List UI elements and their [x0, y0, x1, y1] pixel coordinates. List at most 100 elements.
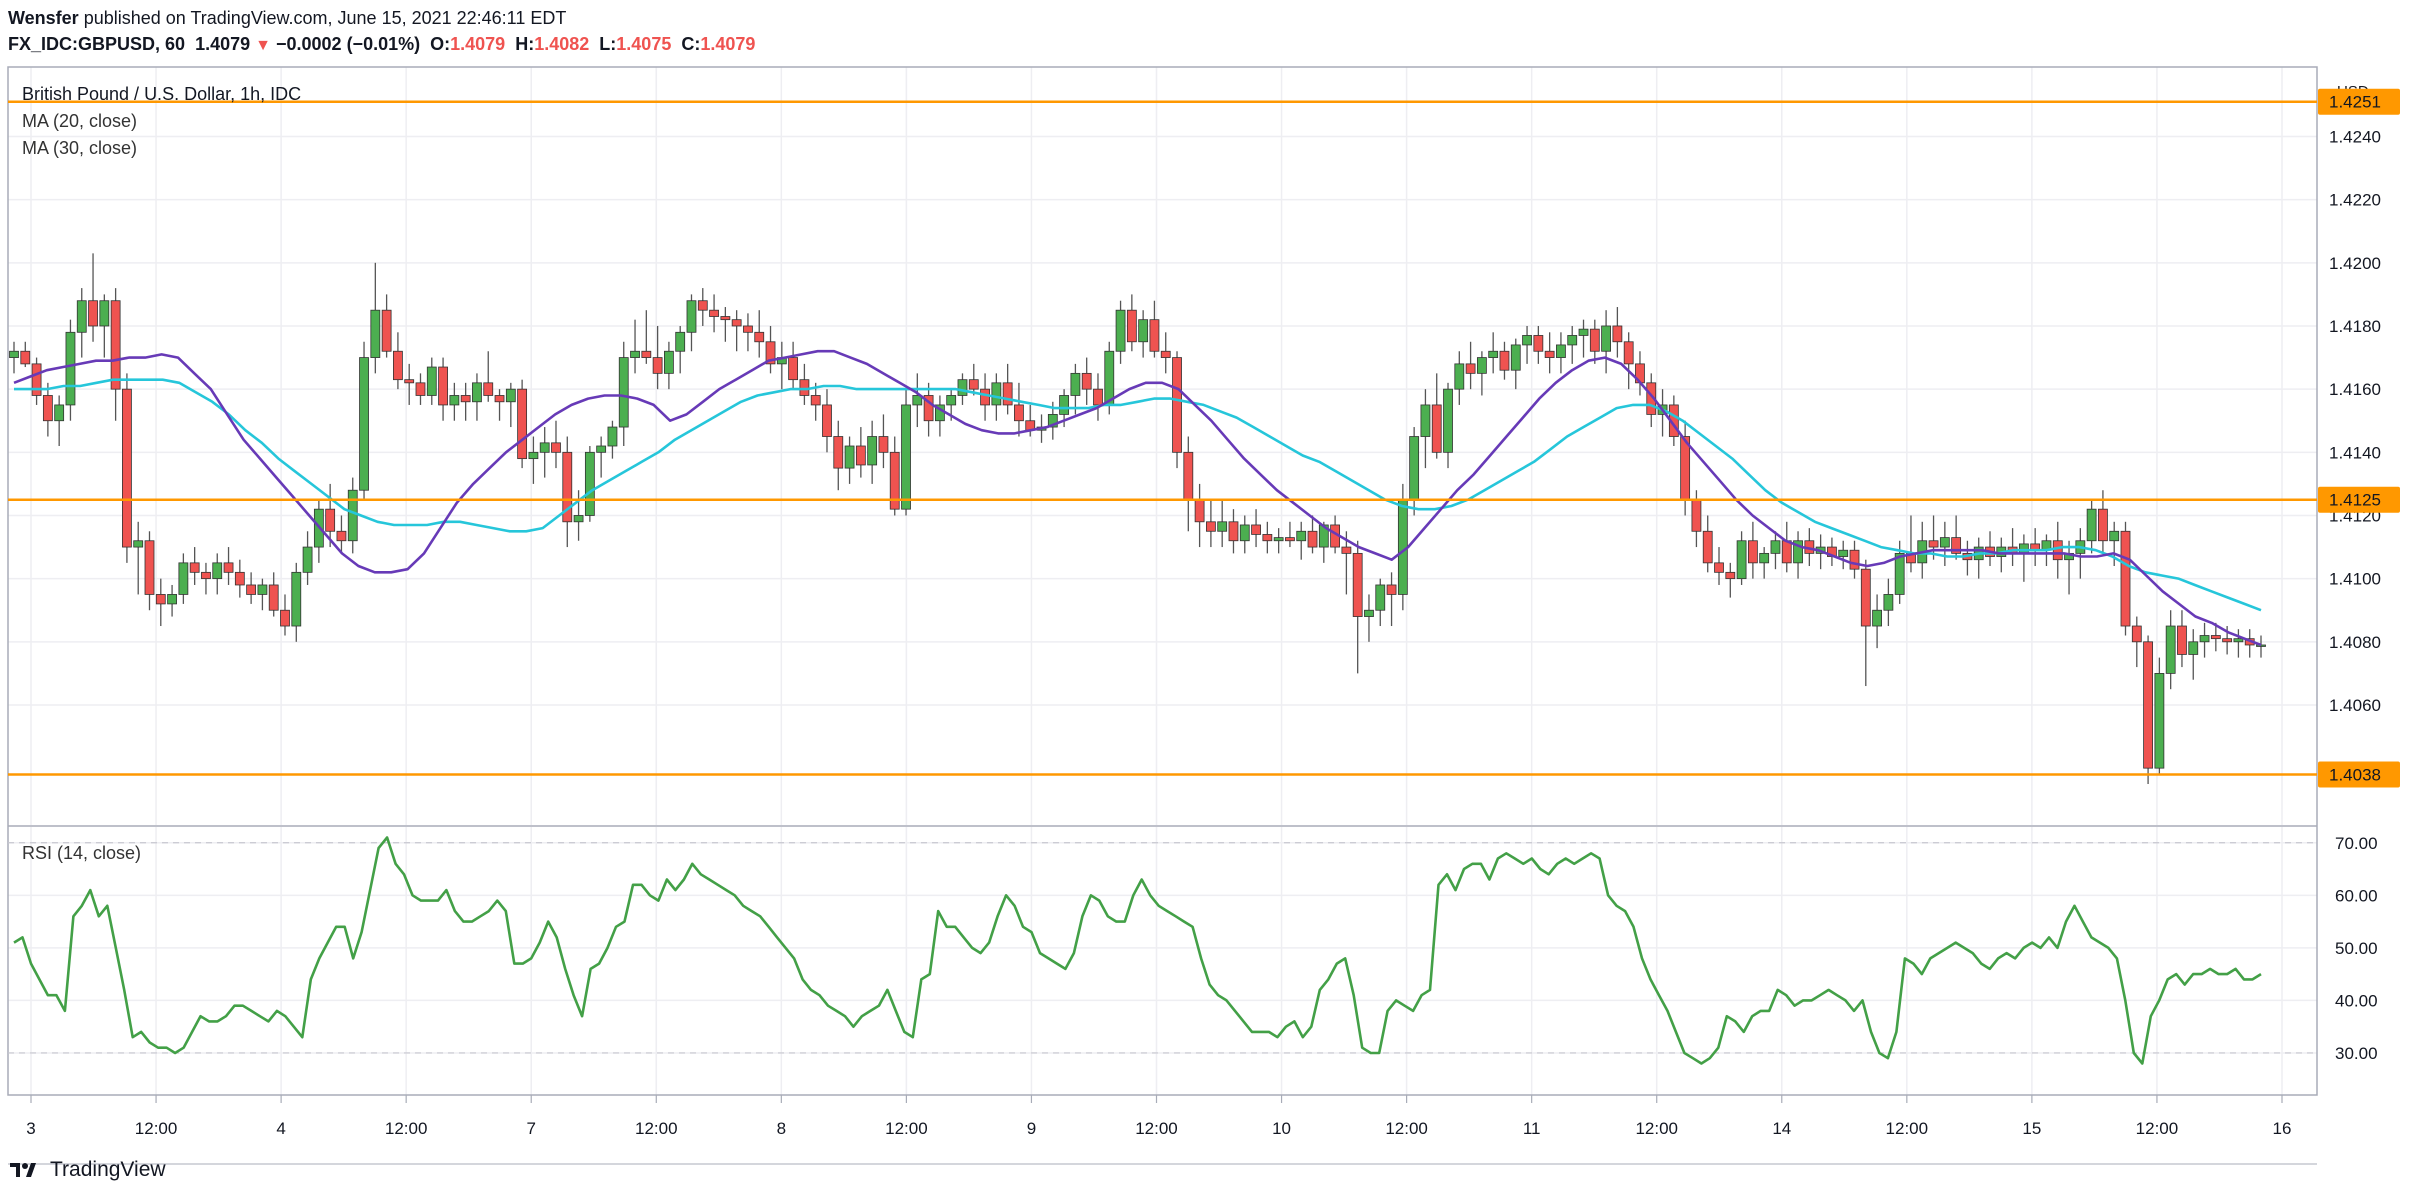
candle-body	[1070, 372, 1081, 396]
candle	[1623, 332, 1634, 390]
candle-body	[76, 300, 87, 333]
candle-body	[268, 584, 279, 611]
candle	[1183, 436, 1194, 532]
time-axis-label: 10	[1272, 1119, 1291, 1138]
chart-frame	[7, 66, 2318, 1096]
time-axis-label: 14	[1772, 1119, 1791, 1138]
candle	[201, 562, 211, 595]
candle-body	[167, 594, 177, 605]
candle-body	[505, 388, 516, 403]
candle	[2120, 521, 2131, 636]
candle-body	[1747, 540, 1758, 564]
candle	[652, 325, 663, 390]
candle-body	[2052, 540, 2063, 561]
price-axis-label: 1.4180	[2329, 317, 2381, 336]
candle-body	[1352, 552, 1363, 617]
candle-body	[2018, 543, 2029, 554]
candle	[1239, 515, 1250, 554]
candle-body	[1081, 372, 1092, 390]
candle-body	[2222, 638, 2233, 643]
tradingview-logo-icon	[10, 1163, 36, 1177]
time-axis-label: 11	[1523, 1119, 1541, 1138]
candle-body	[1691, 499, 1702, 532]
candle	[901, 389, 911, 516]
price-axis-label: 1.4220	[2329, 191, 2381, 210]
candle	[2086, 499, 2097, 554]
candle	[1070, 363, 1081, 415]
candle-body	[923, 395, 934, 422]
candle	[528, 436, 539, 484]
candle	[697, 288, 708, 326]
candle-body	[1104, 350, 1115, 406]
candle	[1793, 531, 1803, 579]
candle-body	[709, 309, 719, 317]
candle	[2007, 528, 2018, 567]
candle-body	[1556, 344, 1566, 358]
candle-body	[2120, 530, 2131, 627]
time-axis-label: 12:00	[385, 1119, 428, 1138]
candle	[855, 427, 866, 478]
candle	[562, 436, 573, 548]
candle	[923, 382, 934, 437]
candle-body	[562, 451, 573, 523]
candle	[1115, 300, 1126, 364]
candle	[1939, 521, 1950, 567]
time-axis-label: 7	[526, 1119, 535, 1138]
candle	[42, 382, 53, 437]
candle-body	[494, 395, 505, 403]
candle-body	[54, 404, 65, 422]
candle-body	[2154, 673, 2165, 769]
candle	[494, 389, 505, 421]
candle-body	[1646, 382, 1657, 415]
price-axis-label: 1.4160	[2329, 380, 2381, 399]
legend-ma30: MA (30, close)	[22, 138, 137, 158]
candle	[1725, 562, 1736, 598]
candle-body	[1465, 363, 1476, 374]
candle	[505, 382, 516, 428]
candle-body	[189, 562, 200, 573]
candle	[810, 382, 821, 421]
candle	[1014, 382, 1024, 437]
candle	[641, 310, 652, 364]
candle-body	[980, 388, 990, 406]
candle-body	[2109, 530, 2120, 542]
last-price: 1.4079	[195, 34, 251, 54]
candle-body	[517, 388, 528, 460]
candle-body	[878, 436, 889, 453]
candle	[551, 420, 561, 469]
candle-body	[1431, 404, 1442, 453]
tradingview-logo[interactable]: TradingView	[10, 1158, 166, 1182]
candle-body	[810, 395, 821, 406]
candle-body	[641, 350, 652, 358]
tradingview-logo-text: TradingView	[50, 1158, 166, 1181]
candle-body	[133, 540, 144, 548]
candle	[347, 477, 358, 554]
candle-body	[234, 571, 245, 586]
time-axis-label: 12:00	[1385, 1119, 1428, 1138]
candle-body	[1770, 540, 1781, 554]
candle	[426, 357, 437, 405]
candle-body	[347, 489, 358, 542]
candle	[833, 420, 844, 491]
candle	[1205, 499, 1216, 548]
candle	[1747, 521, 1758, 579]
candle-body	[1375, 584, 1386, 611]
level-badge	[2318, 761, 2400, 788]
author-name[interactable]: Wensfer	[8, 8, 79, 28]
candle	[1476, 351, 1487, 396]
candle-body	[1702, 530, 1713, 564]
candle	[1714, 547, 1724, 585]
candle	[1138, 310, 1149, 358]
candle-body	[1488, 350, 1499, 358]
candle-body	[743, 325, 753, 333]
candle-body	[584, 451, 595, 516]
candle-body	[822, 404, 832, 437]
legend-title: British Pound / U.S. Dollar, 1h, IDC	[22, 84, 301, 104]
ma20-line	[13, 349, 2262, 647]
candle	[1928, 515, 1939, 560]
level-badge	[2318, 486, 2400, 513]
candle	[110, 288, 121, 421]
candle	[1499, 341, 1510, 380]
candle	[54, 395, 65, 446]
